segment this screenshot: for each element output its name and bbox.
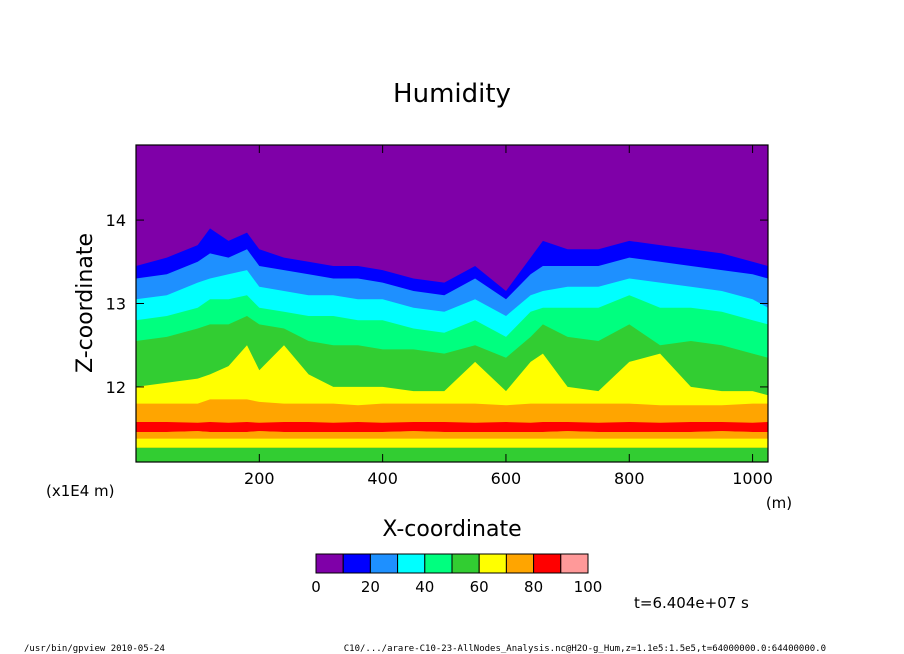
contour-band-7-lower: [136, 431, 768, 439]
time-label: t=6.404e+07 s: [634, 594, 749, 612]
colorbar-swatch: [342, 553, 371, 574]
colorbar-swatch: [505, 553, 535, 574]
colorbar-tick-label: 0: [311, 578, 321, 596]
colorbar: [315, 553, 589, 574]
colorbar-tick-label: 100: [574, 578, 603, 596]
x-tick-label: 800: [614, 469, 645, 488]
footer-left: /usr/bin/gpview 2010-05-24: [24, 644, 165, 654]
x-axis-ticks: 200 400 600 800 1000: [244, 145, 773, 488]
y-tick-label: 14: [106, 211, 126, 230]
contour-band-8: [136, 422, 768, 432]
x-tick-label: 600: [491, 469, 522, 488]
colorbar-swatch: [451, 553, 480, 574]
x-tick-label: 1000: [732, 469, 773, 488]
y-axis-label: Z-coordinate: [73, 233, 98, 373]
colorbar-tick-label: 60: [470, 578, 489, 596]
contour-plot-area: [136, 145, 768, 462]
x-tick-label: 400: [367, 469, 398, 488]
colorbar-tick-label: 80: [524, 578, 543, 596]
y-tick-label: 12: [106, 378, 126, 397]
x-tick-label: 200: [244, 469, 275, 488]
colorbar-swatch: [424, 553, 453, 574]
colorbar-swatch: [478, 553, 507, 574]
colorbar-swatch: [560, 553, 589, 574]
x-axis-unit: (m): [766, 494, 792, 512]
colorbar-swatch: [315, 553, 344, 574]
colorbar-swatch: [369, 553, 399, 574]
x-axis-label: X-coordinate: [382, 517, 521, 542]
contour-band-5-lower: [136, 447, 768, 462]
colorbar-swatch: [397, 553, 426, 574]
colorbar-tick-label: 40: [415, 578, 434, 596]
footer-right: C10/.../arare-C10-23-AllNodes_Analysis.n…: [344, 644, 826, 654]
y-tick-label: 13: [106, 295, 126, 314]
colorbar-tick-labels: 0 20 40 60 80 100: [311, 578, 602, 596]
colorbar-tick-label: 20: [361, 578, 380, 596]
y-axis-ticks: 12 13 14: [106, 211, 768, 397]
contour-band-6-lower: [136, 438, 768, 448]
chart-title: Humidity: [393, 79, 511, 109]
y-axis-scale-note: (x1E4 m): [46, 482, 115, 500]
colorbar-swatch: [533, 553, 562, 574]
